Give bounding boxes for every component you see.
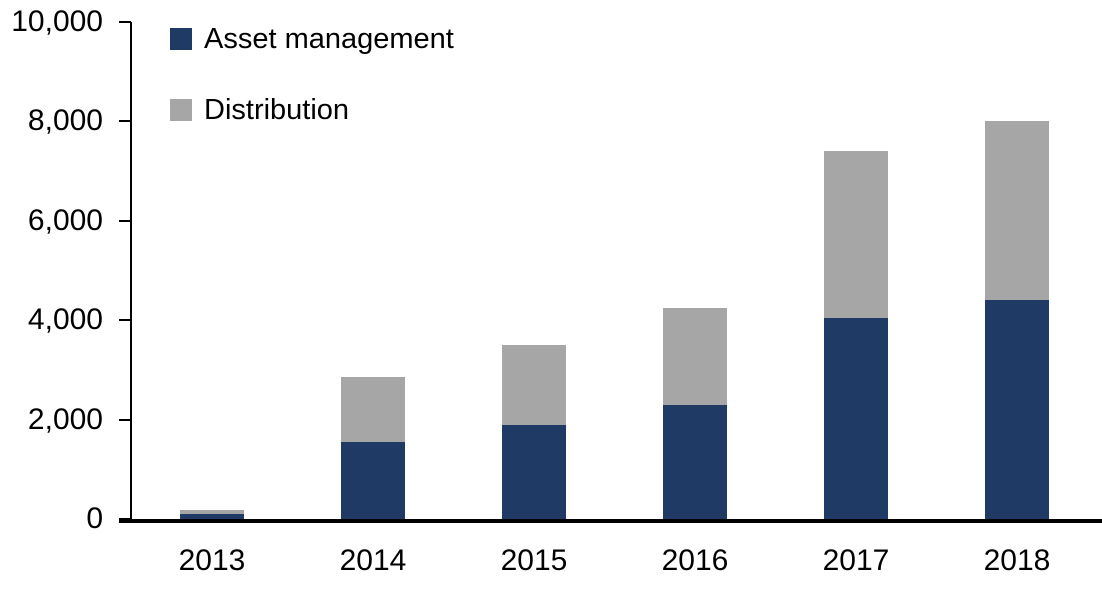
y-axis-tick [119, 518, 131, 520]
y-tick-label: 2,000 [27, 402, 103, 436]
bar-segment-asset-management-2015 [502, 424, 566, 519]
bar-segment-asset-management-2014 [341, 441, 405, 519]
bar-segment-asset-management-2016 [663, 404, 727, 519]
bar-segment-asset-management-2013 [180, 514, 244, 519]
x-tick-label-2013: 2013 [178, 544, 246, 577]
y-tick-label: 8,000 [27, 104, 103, 138]
bar-segment-distribution-2013 [180, 509, 244, 515]
legend-item-distribution: Distribution [170, 95, 454, 125]
y-axis-tick [119, 418, 131, 421]
y-axis-tick [119, 219, 131, 222]
bar-segment-distribution-2016 [663, 307, 727, 405]
x-tick-label-2014: 2014 [339, 544, 407, 577]
bar-segment-asset-management-2017 [824, 317, 888, 519]
bar-segment-asset-management-2018 [985, 300, 1049, 519]
y-axis-line [130, 22, 132, 521]
legend-swatch-distribution-icon [170, 99, 192, 121]
bar-segment-distribution-2018 [985, 121, 1049, 301]
y-tick-label: 4,000 [27, 303, 103, 337]
y-axis-tick [119, 120, 131, 123]
y-tick-label: 6,000 [27, 203, 103, 237]
legend-item-asset-management: Asset management [170, 24, 454, 54]
y-axis-tick [119, 21, 131, 23]
legend-label-distribution: Distribution [204, 94, 350, 126]
y-tick-label: 10,000 [11, 5, 103, 38]
bar-segment-distribution-2014 [341, 377, 405, 442]
y-axis-tick [119, 319, 131, 322]
legend-swatch-asset-management-icon [170, 28, 192, 50]
bar-segment-distribution-2017 [824, 151, 888, 318]
legend-label-asset-management: Asset management [204, 23, 454, 55]
x-tick-label-2016: 2016 [661, 544, 729, 577]
x-tick-label-2017: 2017 [822, 544, 890, 577]
x-axis-line [119, 519, 1102, 523]
x-tick-label-2015: 2015 [500, 544, 568, 577]
bar-segment-distribution-2015 [502, 345, 566, 425]
x-tick-label-2018: 2018 [983, 544, 1051, 577]
y-tick-label: 0 [86, 502, 103, 535]
legend: Asset management Distribution [170, 24, 454, 125]
